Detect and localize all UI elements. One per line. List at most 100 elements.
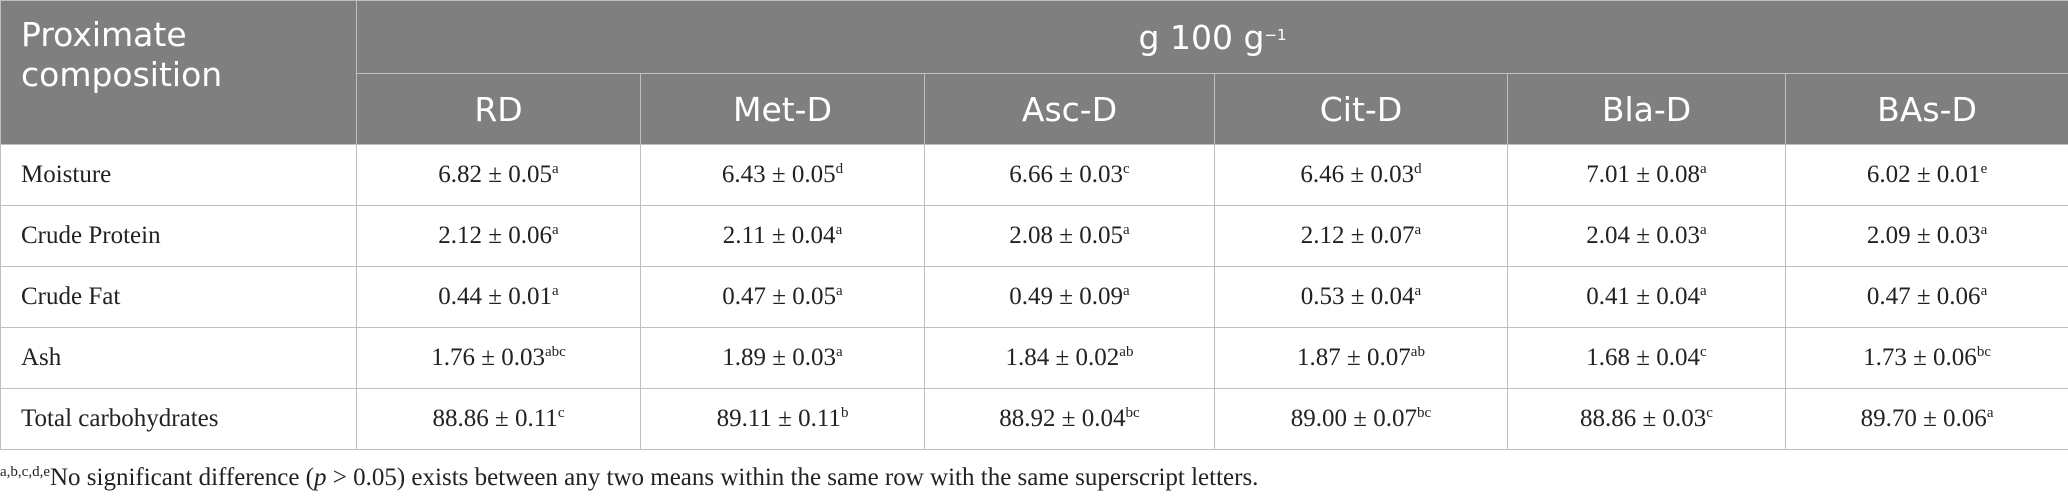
cell: 2.12 ± 0.07a [1214, 205, 1508, 267]
cell-value: 89.00 ± 0.07 [1290, 405, 1418, 432]
cell-superscript: a [1980, 222, 1988, 238]
row-name: Crude Fat [0, 266, 357, 328]
cell-superscript: ab [1119, 344, 1134, 360]
cell: 0.44 ± 0.01a [356, 266, 641, 328]
cell: 1.84 ± 0.02ab [924, 327, 1215, 389]
cell-superscript: a [1700, 222, 1707, 238]
cell: 88.86 ± 0.03c [1507, 388, 1786, 450]
cell-value: 6.02 ± 0.01 [1866, 161, 1981, 188]
table-row: Moisture 6.82 ± 0.05a 6.43 ± 0.05d 6.66 ± 0… [0, 144, 2068, 206]
column-header: BAs-D [1784, 73, 2068, 145]
corner-header: Proximate composition [0, 0, 357, 145]
cell-superscript: a [836, 344, 843, 360]
cell-value: 1.68 ± 0.04 [1586, 344, 1701, 371]
cell: 7.01 ± 0.08a [1507, 144, 1786, 206]
cell: 0.47 ± 0.05a [640, 266, 925, 328]
cell: 6.82 ± 0.05a [356, 144, 641, 206]
unit: g 100 g [1138, 17, 1265, 57]
cell-value: 0.53 ± 0.04 [1300, 283, 1415, 310]
cell: 0.53 ± 0.04a [1214, 266, 1508, 328]
composition-table: Proximate composition g 100 g−1 RD Met-D A… [0, 0, 2068, 450]
cell-superscript: e [1980, 161, 1988, 177]
cell-superscript: a [835, 222, 843, 238]
table-row: Crude Protein 2.12 ± 0.06a 2.11 ± 0.04a 2.0… [0, 205, 2068, 267]
cell: 0.47 ± 0.06a [1784, 266, 2068, 328]
cell: 89.11 ± 0.11b [640, 388, 925, 450]
cell-value: 2.12 ± 0.07 [1300, 222, 1415, 249]
cell-value: 0.44 ± 0.01 [438, 283, 553, 310]
cell-superscript: ab [1410, 344, 1425, 360]
table-row: Ash 1.76 ± 0.03abc 1.89 ± 0.03a 1.84 ± 0.02… [0, 327, 2068, 389]
cell: 89.00 ± 0.07bc [1214, 388, 1508, 450]
unit-exponent: −1 [1264, 25, 1287, 44]
column-header: Bla-D [1507, 73, 1786, 145]
row-name: Ash [0, 327, 357, 389]
cell-value: 6.66 ± 0.03 [1009, 161, 1124, 188]
cell: 88.86 ± 0.11c [356, 388, 641, 450]
cell-superscript: a [1700, 161, 1707, 177]
table-row: Crude Fat 0.44 ± 0.01a 0.47 ± 0.05a 0.49 ± … [0, 266, 2068, 328]
cell-value: 1.84 ± 0.02 [1005, 344, 1120, 371]
cell-value: 89.11 ± 0.11 [716, 405, 841, 432]
cell-value: 89.70 ± 0.06 [1860, 405, 1987, 432]
footnote-superscript: a,b,c,d,e [0, 464, 50, 480]
cell-superscript: c [1706, 405, 1713, 421]
cell-value: 88.92 ± 0.04 [999, 405, 1126, 432]
column-header: Cit-D [1214, 73, 1508, 145]
footnote: a,b,c,d,eNo significant difference (p > … [0, 464, 1258, 492]
cell-superscript: a [1414, 222, 1422, 238]
cell: 89.70 ± 0.06a [1784, 388, 2068, 450]
cell-superscript: a [552, 161, 559, 177]
table-row: Total carbohydrates 88.86 ± 0.11c 89.11 ± … [0, 388, 2068, 450]
table-header: Proximate composition g 100 g−1 RD Met-D A… [0, 0, 2068, 145]
unit-header: g 100 g−1 [355, 0, 2068, 74]
cell-value: 7.01 ± 0.08 [1586, 161, 1701, 188]
footnote-text: > 0.05) exists between any two means wit… [326, 464, 1259, 491]
cell-value: 6.82 ± 0.05 [438, 161, 553, 188]
cell: 2.12 ± 0.06a [356, 205, 641, 267]
cell-superscript: a [1414, 283, 1422, 299]
cell-value: 88.86 ± 0.11 [432, 405, 558, 432]
cell: 6.43 ± 0.05d [640, 144, 925, 206]
cell-value: 0.41 ± 0.04 [1586, 283, 1701, 310]
cell: 2.08 ± 0.05a [924, 205, 1215, 267]
cell-value: 2.08 ± 0.05 [1009, 222, 1124, 249]
row-name: Total carbohydrates [0, 388, 357, 450]
cell: 1.73 ± 0.06bc [1784, 327, 2068, 389]
row-name: Crude Protein [0, 205, 357, 267]
cell: 1.87 ± 0.07ab [1214, 327, 1508, 389]
cell-superscript: bc [1125, 405, 1140, 421]
cell: 0.41 ± 0.04a [1507, 266, 1786, 328]
cell-value: 1.87 ± 0.07 [1297, 344, 1411, 371]
cell: 0.49 ± 0.09a [924, 266, 1215, 328]
header-row: RD Met-D Asc-D Cit-D Bla-D BAs-D [1, 73, 2068, 145]
cell-superscript: a [1986, 405, 1994, 421]
cell-value: 88.86 ± 0.03 [1580, 405, 1707, 432]
cell: 2.04 ± 0.03a [1507, 205, 1786, 267]
cell-superscript: c [1700, 344, 1707, 360]
cell: 2.09 ± 0.03a [1784, 205, 2068, 267]
cell-value: 2.09 ± 0.03 [1866, 222, 1981, 249]
cell: 6.46 ± 0.03d [1214, 144, 1508, 206]
cell-superscript: a [1123, 222, 1130, 238]
cell-superscript: a [552, 222, 559, 238]
cell-value: 6.46 ± 0.03 [1300, 161, 1415, 188]
cell-superscript: a [1980, 283, 1988, 299]
cell: 88.92 ± 0.04bc [924, 388, 1215, 450]
cell: 6.02 ± 0.01e [1784, 144, 2068, 206]
cell-value: 2.12 ± 0.06 [438, 222, 553, 249]
cell-superscript: a [552, 283, 559, 299]
cell-superscript: d [1414, 161, 1422, 177]
cell: 1.68 ± 0.04c [1507, 327, 1786, 389]
cell-value: 0.49 ± 0.09 [1009, 283, 1124, 310]
cell-value: 2.04 ± 0.03 [1586, 222, 1701, 249]
cell-value: 6.43 ± 0.05 [721, 161, 836, 188]
table-body: Moisture 6.82 ± 0.05a 6.43 ± 0.05d 6.66 ± 0… [0, 144, 2068, 450]
cell: 2.11 ± 0.04a [640, 205, 925, 267]
footnote-italic: p [314, 464, 327, 491]
cell: 1.89 ± 0.03a [640, 327, 925, 389]
cell-superscript: a [1123, 283, 1130, 299]
cell-superscript: b [840, 405, 849, 421]
cell-superscript: a [1700, 283, 1707, 299]
